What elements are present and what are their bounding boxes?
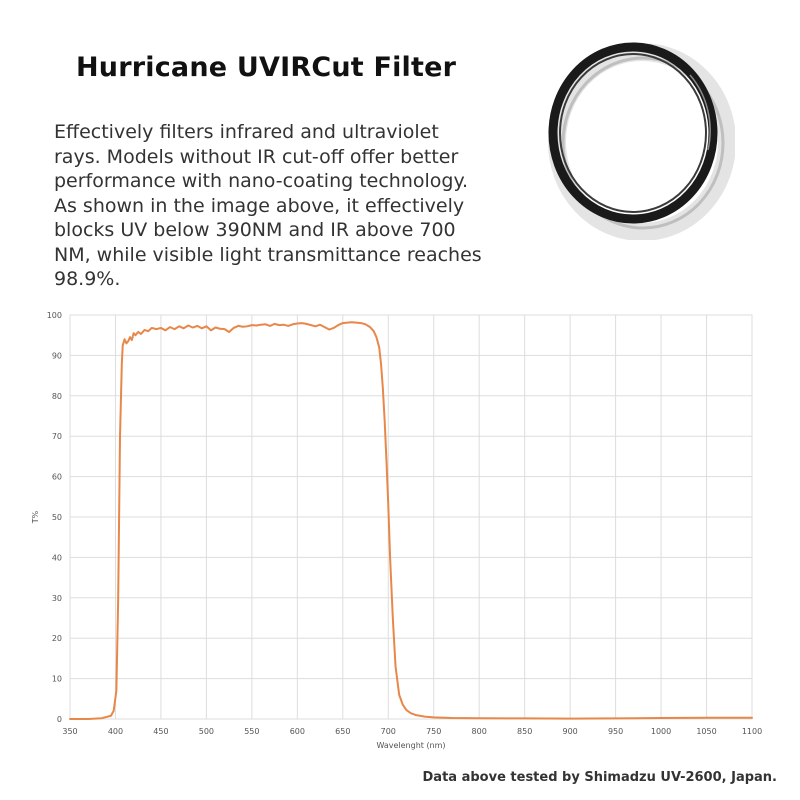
x-tick-label: 700 [381, 727, 396, 736]
y-tick-label: 40 [52, 553, 62, 562]
x-tick-label: 450 [153, 727, 168, 736]
x-tick-label: 550 [244, 727, 259, 736]
y-tick-label: 20 [52, 634, 62, 643]
uv-filter-ring-icon [540, 30, 736, 241]
transmittance-series-line [69, 321, 753, 720]
x-tick-label: 650 [335, 727, 350, 736]
chart-grid [69, 314, 753, 720]
x-tick-label: 400 [108, 727, 123, 736]
x-tick-label: 950 [608, 727, 623, 736]
x-tick-label: 500 [199, 727, 214, 736]
y-tick-label: 60 [52, 473, 62, 482]
transmittance-chart: 0 10 20 30 40 50 60 70 80 90 100 350 400 450 500 550 600… [31, 311, 762, 750]
y-axis-label: T% [31, 510, 40, 524]
y-tick-label: 90 [52, 351, 62, 360]
x-tick-label: 350 [62, 727, 77, 736]
y-tick-label: 30 [52, 594, 62, 603]
x-tick-label: 800 [472, 727, 487, 736]
product-description: Effectively filters infrared and ultravi… [54, 121, 482, 290]
y-tick-label: 50 [52, 513, 62, 522]
x-tick-label: 900 [562, 727, 577, 736]
y-tick-label: 0 [57, 715, 62, 724]
chart-series [69, 321, 753, 720]
x-tick-label: 1050 [696, 727, 716, 736]
x-tick-label: 850 [517, 727, 532, 736]
y-tick-label: 80 [52, 392, 62, 401]
chart-ticks: 0 10 20 30 40 50 60 70 80 90 100 350 400 450 500 550 600… [47, 311, 762, 736]
y-tick-label: 100 [47, 311, 62, 320]
x-tick-label: 1000 [651, 727, 671, 736]
y-tick-label: 70 [52, 432, 62, 441]
y-tick-label: 10 [52, 675, 62, 684]
x-tick-label: 600 [290, 727, 305, 736]
x-tick-label: 750 [426, 727, 441, 736]
page-title: Hurricane UVIRCut Filter [76, 52, 457, 83]
test-source-note: Data above tested by Shimadzu UV-2600, J… [422, 770, 777, 785]
x-tick-label: 1100 [742, 727, 762, 736]
x-axis-label: Wavelenght (nm) [376, 741, 445, 750]
